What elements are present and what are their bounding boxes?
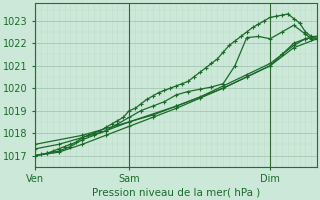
X-axis label: Pression niveau de la mer( hPa ): Pression niveau de la mer( hPa ) xyxy=(92,187,260,197)
